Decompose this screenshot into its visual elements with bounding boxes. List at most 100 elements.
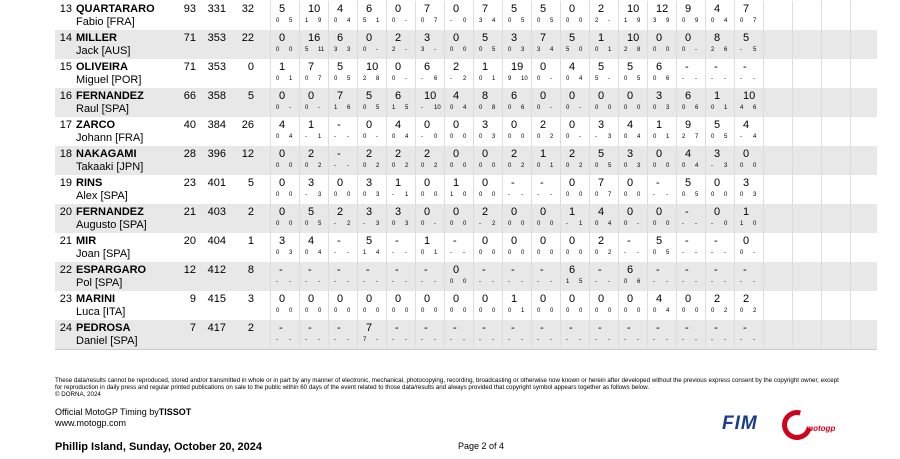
sprint-points: 0	[595, 192, 599, 198]
race-total: 4	[337, 3, 344, 15]
driver-row: 14 MILLER Jack [AUS] 71 353 22 0 0 0 16 5 11 6 3 3 0 0-2…	[55, 30, 877, 60]
sprint-points: -	[740, 134, 742, 140]
sprint-points: -	[334, 337, 336, 343]
rider-name: FERNANDEZ	[76, 90, 144, 102]
race-cell: 3-3	[299, 175, 328, 204]
race-cell: 2 0 2	[502, 146, 531, 175]
sprint-points: 0	[508, 47, 512, 53]
sprint-points: 0	[508, 134, 512, 140]
race-total: -	[685, 206, 689, 218]
race-points: 0	[434, 134, 438, 140]
stat: 93	[183, 3, 196, 15]
race-total: 5	[743, 32, 750, 44]
position: 23	[59, 293, 72, 305]
race-cell: 3 0 3	[618, 146, 647, 175]
sprint-points: -	[392, 337, 394, 343]
race-cell	[792, 88, 821, 117]
race-points: 5	[724, 134, 728, 140]
position: 17	[59, 119, 72, 131]
race-total: 2	[424, 148, 431, 160]
stat: 417	[207, 322, 226, 334]
race-cell: 5-5	[734, 30, 763, 59]
sprint-points: 0	[711, 105, 715, 111]
sprint-points: 0	[305, 76, 309, 82]
race-cell: ---	[734, 320, 763, 349]
race-total: 4	[656, 293, 663, 305]
race-cell: ---	[589, 320, 618, 349]
race-total: 0	[627, 90, 634, 102]
race-cell: ---	[676, 233, 705, 262]
stat: 403	[207, 206, 226, 218]
race-cell: ---	[473, 320, 502, 349]
race-points: 4	[463, 105, 467, 111]
race-cell: 3 0 3	[357, 175, 386, 204]
race-total: -	[453, 235, 457, 247]
race-total: 0	[714, 206, 721, 218]
race-points: -	[492, 279, 494, 285]
sprint-points: 0	[450, 163, 454, 169]
race-total: 9	[685, 119, 692, 131]
sprint-points: 0	[595, 250, 599, 256]
stat: 5	[247, 90, 254, 102]
race-points: -	[434, 221, 436, 227]
stat: 26	[241, 119, 254, 131]
race-points: -	[550, 76, 552, 82]
position: 14	[59, 32, 72, 44]
race-total: 5	[337, 61, 344, 73]
race-cell: ---	[415, 262, 444, 291]
sprint-points: -	[363, 279, 365, 285]
race-points: 0	[637, 308, 641, 314]
sprint-points: 5	[363, 18, 367, 24]
race-total: 5	[279, 3, 286, 15]
race-total: 2	[395, 32, 402, 44]
race-total: 0	[453, 3, 460, 15]
race-points: 5	[521, 18, 525, 24]
race-total: 0	[627, 293, 634, 305]
sprint-points: 0	[392, 18, 396, 24]
race-points: 1	[318, 134, 322, 140]
stat: 401	[207, 177, 226, 189]
race-total: 0	[569, 119, 576, 131]
race-points: -	[724, 279, 726, 285]
sprint-points: 0	[392, 76, 396, 82]
race-points: 2	[753, 308, 757, 314]
race-cell: 5 0 5	[676, 175, 705, 204]
position: 24	[59, 322, 72, 334]
race-cell: ---	[676, 320, 705, 349]
race-cell: 2-2	[473, 204, 502, 233]
sprint-points: 0	[392, 221, 396, 227]
sprint-points: 9	[508, 76, 512, 82]
race-total: 0	[540, 293, 547, 305]
race-points: 5	[405, 105, 409, 111]
sprint-points: 0	[711, 308, 715, 314]
race-points: 3	[376, 221, 380, 227]
sprint-points: -	[508, 337, 510, 343]
race-total: 2	[540, 119, 547, 131]
race-points: 7	[695, 134, 699, 140]
sprint-points: 0	[740, 250, 744, 256]
race-total: 7	[482, 3, 489, 15]
race-cell: ---	[444, 320, 473, 349]
race-cell: 4 0 4	[270, 117, 299, 146]
race-total: 1	[482, 61, 489, 73]
race-points: 7	[753, 18, 757, 24]
race-total: 1	[511, 293, 518, 305]
race-points: 4	[695, 163, 699, 169]
sprint-points: 0	[566, 134, 570, 140]
race-points: -	[666, 279, 668, 285]
position: 13	[59, 3, 72, 15]
sprint-points: 0	[363, 47, 367, 53]
race-total: -	[337, 119, 341, 131]
race-total: 3	[743, 177, 750, 189]
race-total: 3	[308, 177, 315, 189]
sprint-points: 0	[566, 250, 570, 256]
race-points: 3	[289, 250, 293, 256]
stat: 3	[247, 293, 254, 305]
race-points: -	[579, 134, 581, 140]
